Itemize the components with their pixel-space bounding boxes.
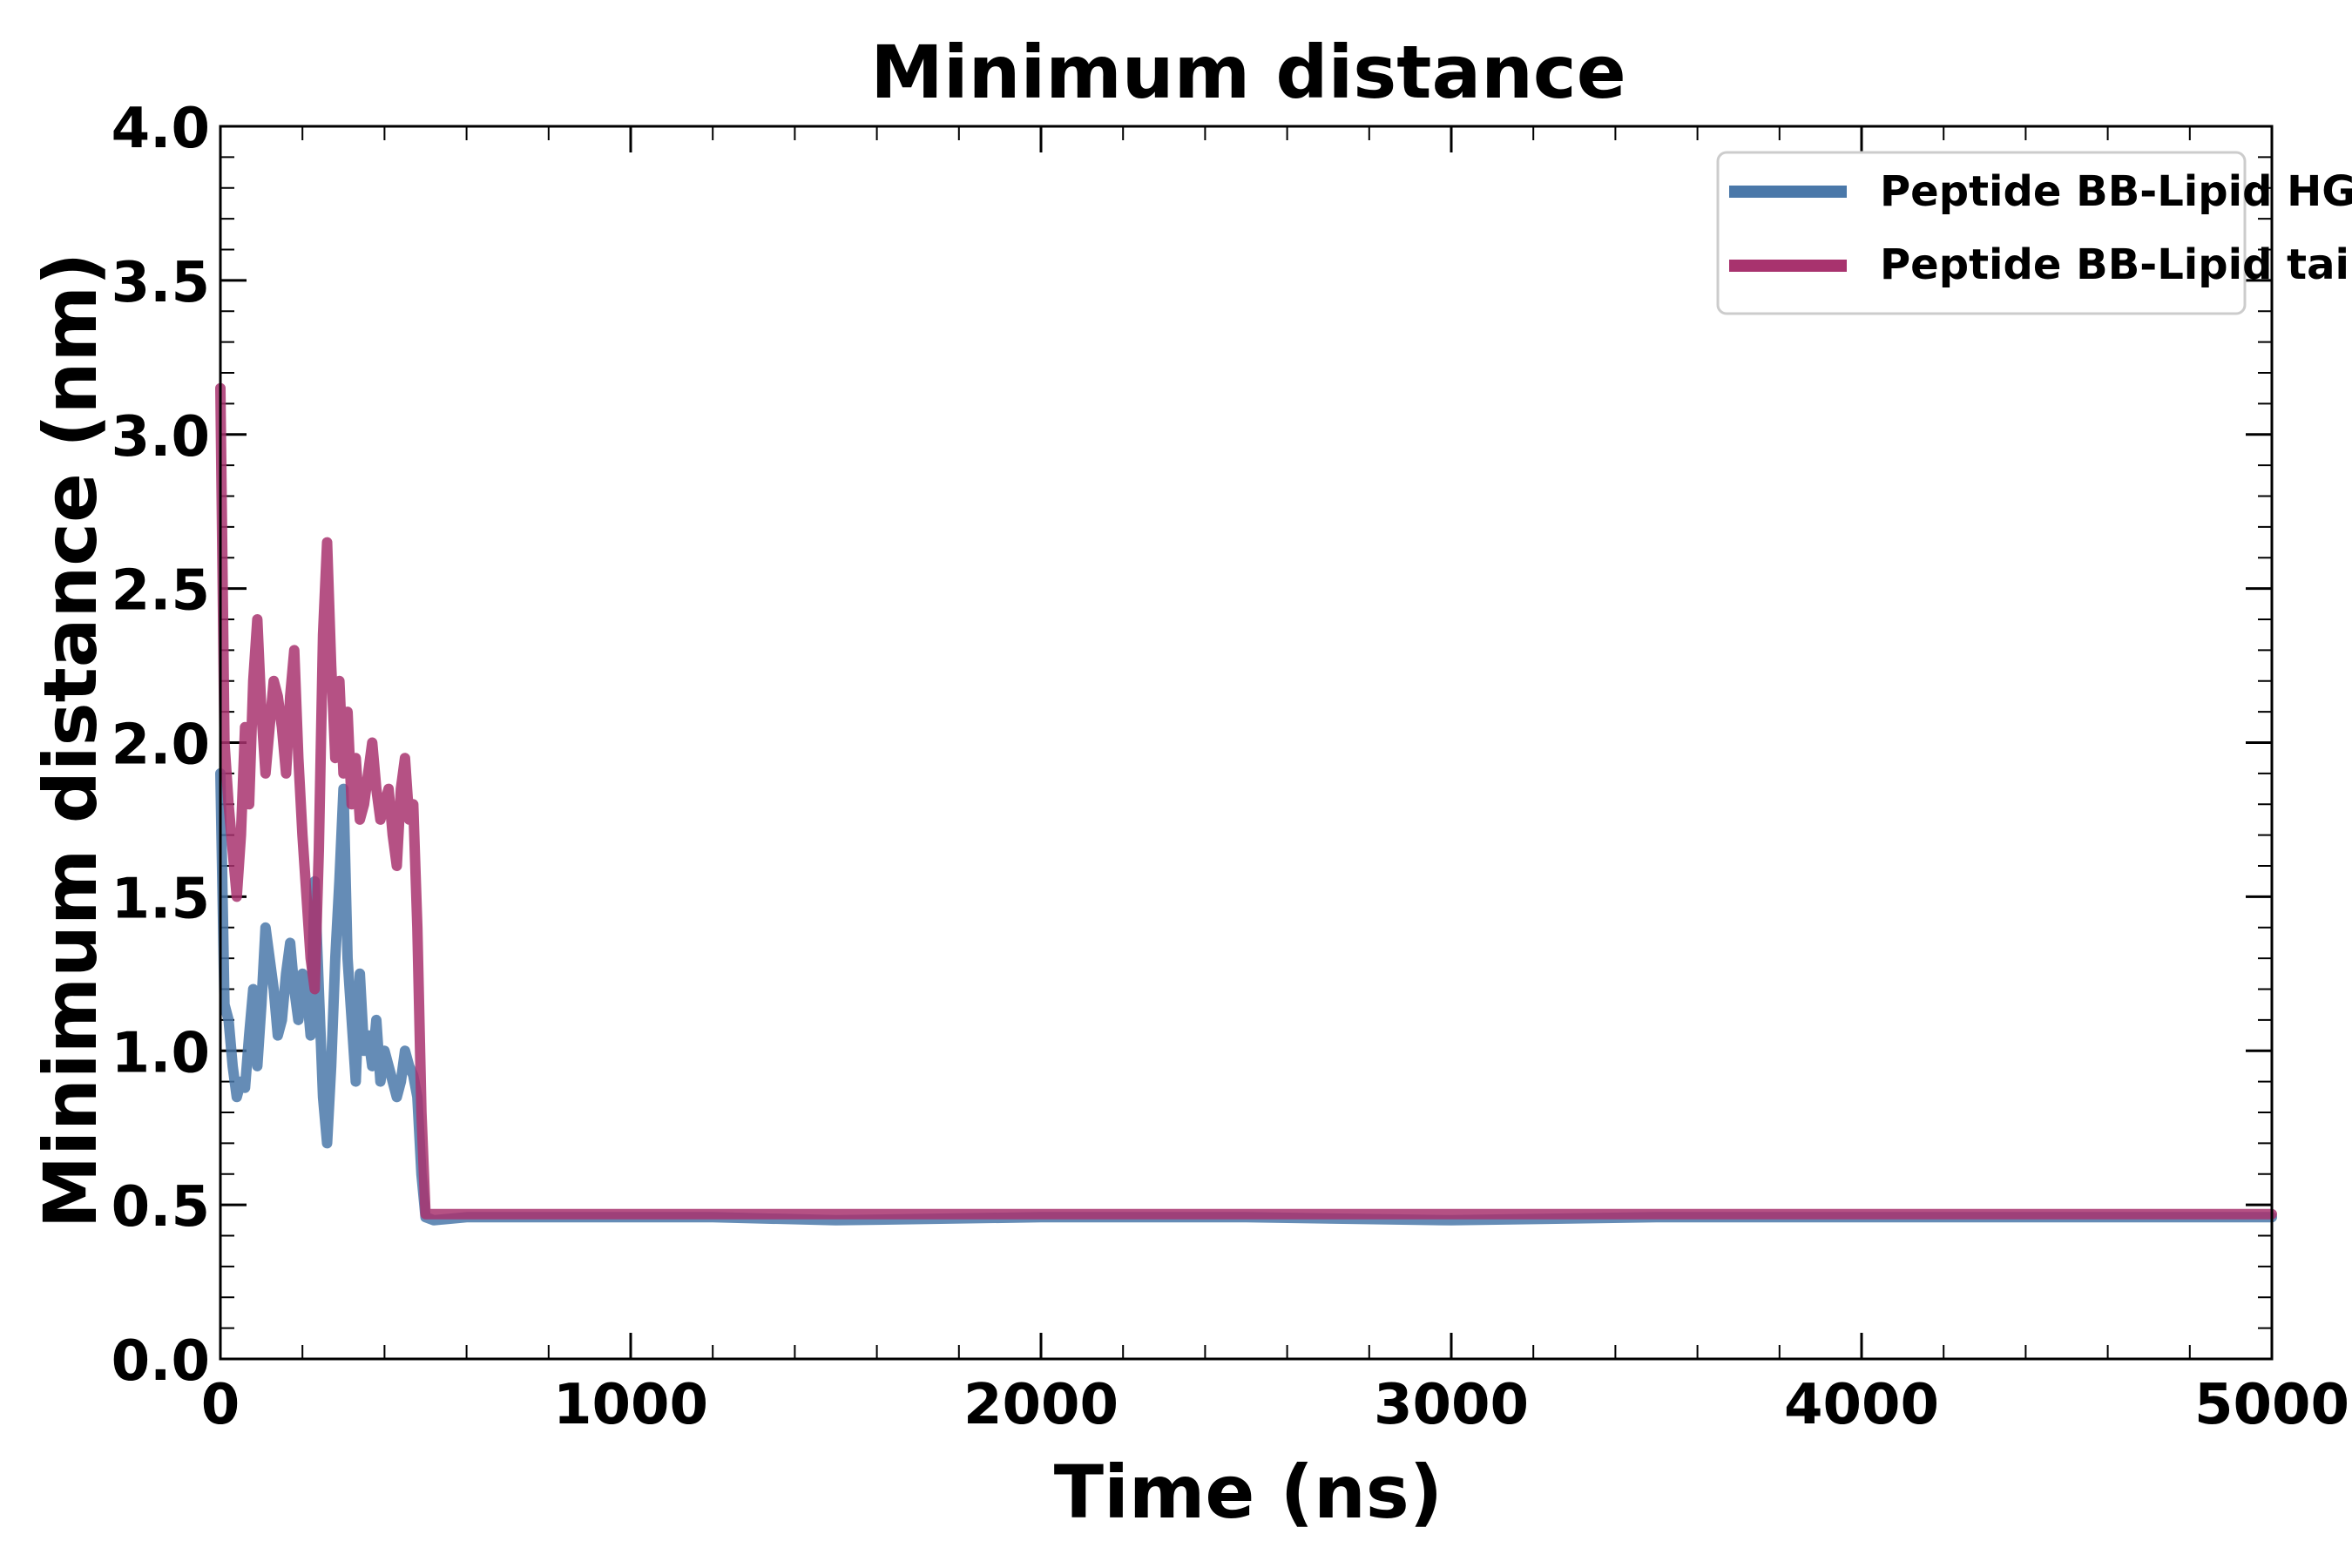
y-tick-label: 2.5: [112, 559, 210, 624]
legend: Peptide BB-Lipid HGs Peptide BB-Lipid ta…: [1716, 151, 2352, 315]
series-lines: [215, 382, 2277, 1226]
y-tick-label: 3.0: [112, 405, 210, 470]
x-tick-label: 5000: [2194, 1373, 2349, 1437]
x-tick-label: 2000: [963, 1373, 1119, 1437]
y-tick-label: 1.0: [112, 1021, 210, 1085]
series-line-1: [215, 382, 2277, 1220]
x-tick-label: 0: [201, 1373, 240, 1437]
legend-label-hgs: Peptide BB-Lipid HGs: [1880, 167, 2352, 216]
plot-frame: [219, 125, 2274, 1361]
x-tick-label: 3000: [1374, 1373, 1529, 1437]
x-axis-label: Time (ns): [1054, 1450, 1443, 1535]
y-tick-label: 0.5: [112, 1175, 210, 1240]
y-tick-label: 1.5: [112, 867, 210, 931]
y-tick-label: 2.0: [112, 713, 210, 778]
y-tick-label: 4.0: [112, 97, 210, 161]
y-tick-label: 3.5: [112, 251, 210, 315]
legend-box: [1716, 151, 2247, 315]
series-line-0: [215, 767, 2277, 1226]
axis-ticks: 0 1000 2000 3000 4000 5000 0.0 0.5 1.0 1.5 2.0 2.5 3…: [112, 97, 2349, 1437]
chart-title: Minimum distance: [870, 30, 1625, 115]
legend-label-tails: Peptide BB-Lipid tails: [1880, 240, 2352, 289]
y-tick-label: 0.0: [112, 1329, 210, 1394]
x-tick-label: 4000: [1784, 1373, 1939, 1437]
x-tick-label: 1000: [553, 1373, 708, 1437]
y-axis-label: Minimum distance (nm): [28, 253, 113, 1229]
